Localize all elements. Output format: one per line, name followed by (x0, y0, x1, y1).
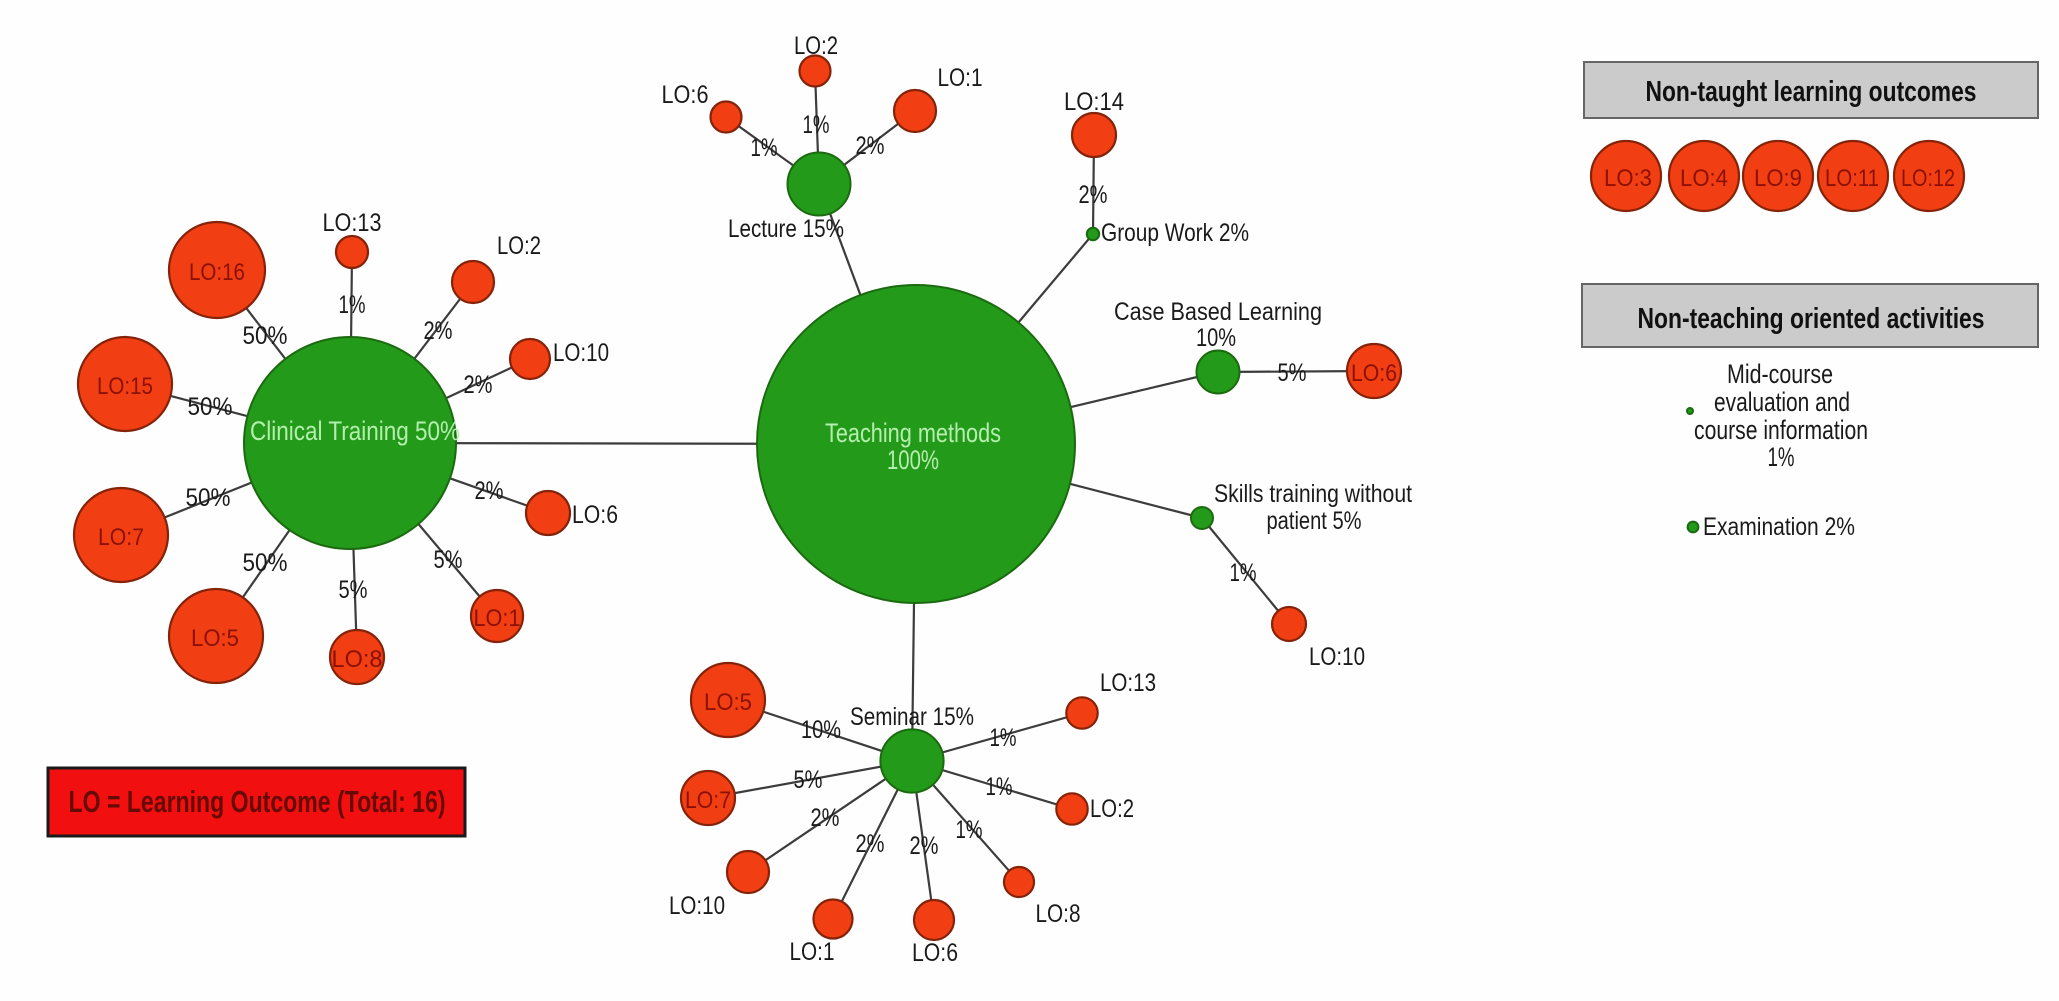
svg-text:Non-teaching oriented activiti: Non-teaching oriented activities (1638, 303, 1985, 335)
svg-text:1%: 1% (956, 816, 983, 844)
svg-text:Group Work 2%: Group Work 2% (1101, 219, 1249, 247)
svg-text:patient 5%: patient 5% (1267, 507, 1362, 535)
svg-text:Lecture 15%: Lecture 15% (728, 215, 844, 243)
svg-text:50%: 50% (243, 549, 288, 577)
svg-text:1%: 1% (986, 773, 1013, 801)
svg-text:LO:2: LO:2 (1090, 795, 1134, 823)
svg-text:2%: 2% (811, 804, 840, 832)
svg-text:LO:10: LO:10 (553, 339, 609, 367)
svg-text:2%: 2% (856, 830, 885, 858)
svg-text:LO:10: LO:10 (1309, 643, 1365, 671)
svg-text:LO:13: LO:13 (323, 209, 382, 237)
svg-text:1%: 1% (339, 291, 366, 319)
svg-text:LO:14: LO:14 (1064, 88, 1124, 116)
svg-text:LO:2: LO:2 (794, 32, 838, 60)
svg-text:LO = Learning Outcome (Total:: LO = Learning Outcome (Total: 16) (69, 784, 446, 819)
svg-text:1%: 1% (1230, 559, 1257, 587)
svg-text:2%: 2% (856, 132, 885, 160)
svg-text:LO:5: LO:5 (191, 625, 239, 652)
svg-text:1%: 1% (803, 111, 830, 139)
svg-text:2%: 2% (910, 832, 939, 860)
svg-text:Clinical Training 50%: Clinical Training 50% (250, 416, 460, 446)
svg-text:10%: 10% (801, 716, 841, 744)
svg-text:LO:8: LO:8 (332, 646, 383, 673)
svg-text:2%: 2% (475, 477, 504, 505)
svg-text:LO:12: LO:12 (1901, 165, 1955, 192)
svg-text:LO:5: LO:5 (704, 689, 752, 716)
svg-text:LO:6: LO:6 (572, 501, 618, 529)
svg-text:LO:15: LO:15 (97, 373, 153, 400)
svg-text:course information: course information (1694, 415, 1868, 445)
svg-text:5%: 5% (339, 576, 368, 604)
svg-text:10%: 10% (1196, 324, 1236, 352)
svg-text:LO:1: LO:1 (474, 605, 521, 632)
svg-text:LO:8: LO:8 (1036, 900, 1081, 928)
svg-text:LO:6: LO:6 (912, 939, 958, 967)
svg-text:100%: 100% (887, 445, 939, 475)
svg-text:1%: 1% (990, 724, 1017, 752)
svg-text:1%: 1% (1768, 442, 1795, 472)
svg-text:50%: 50% (186, 484, 231, 512)
svg-text:5%: 5% (794, 766, 823, 794)
svg-text:5%: 5% (434, 546, 463, 574)
svg-text:LO:6: LO:6 (1351, 360, 1397, 387)
svg-text:Teaching methods: Teaching methods (825, 418, 1001, 448)
svg-text:LO:9: LO:9 (1754, 165, 1802, 192)
svg-text:2%: 2% (464, 371, 493, 399)
svg-text:Examination 2%: Examination 2% (1703, 513, 1855, 541)
svg-text:5%: 5% (1278, 359, 1307, 387)
svg-text:LO:16: LO:16 (189, 259, 245, 286)
svg-text:LO:4: LO:4 (1680, 165, 1728, 192)
svg-text:LO:2: LO:2 (497, 232, 541, 260)
svg-text:LO:13: LO:13 (1100, 669, 1156, 697)
svg-text:evaluation and: evaluation and (1714, 387, 1850, 417)
svg-text:LO:6: LO:6 (662, 81, 709, 109)
svg-text:LO:10: LO:10 (669, 892, 725, 920)
svg-text:LO:7: LO:7 (685, 787, 731, 814)
svg-text:Case Based Learning: Case Based Learning (1114, 298, 1322, 326)
svg-text:LO:1: LO:1 (938, 64, 983, 92)
svg-text:LO:7: LO:7 (98, 524, 144, 551)
svg-text:Seminar 15%: Seminar 15% (850, 703, 974, 731)
svg-text:50%: 50% (188, 393, 233, 421)
svg-text:2%: 2% (1079, 181, 1108, 209)
svg-text:Skills training without: Skills training without (1214, 480, 1412, 508)
svg-text:1%: 1% (751, 134, 778, 162)
svg-text:LO:1: LO:1 (790, 938, 835, 966)
svg-text:Mid-course: Mid-course (1727, 359, 1833, 389)
svg-text:Non-taught learning outcomes: Non-taught learning outcomes (1646, 76, 1977, 108)
svg-text:2%: 2% (424, 317, 453, 345)
svg-text:50%: 50% (243, 322, 288, 350)
svg-text:LO:3: LO:3 (1604, 165, 1652, 192)
svg-text:LO:11: LO:11 (1825, 165, 1879, 192)
